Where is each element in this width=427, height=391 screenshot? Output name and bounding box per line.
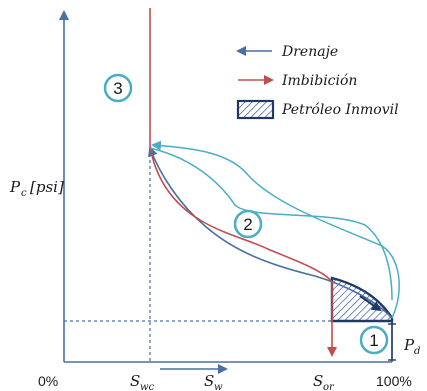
drainage-arrow-head [359,295,382,312]
y-axis-label: P c [psi] [9,178,64,199]
legend-imbibition-label: Imbibición [281,73,357,89]
pd-bracket [388,322,396,361]
sor-label-main: S [313,372,323,390]
y-label-unit: [psi] [30,178,64,196]
pd-label-sub: d [414,346,420,357]
scanning-curve-upper [151,140,400,319]
sor-label-sub: or [323,382,335,391]
marker-2: 2 [233,209,263,239]
legend: Drenaje Imbibición Petróleo Inmovil [236,44,399,120]
guide-lines [64,148,392,362]
y-label-main: P [9,178,21,196]
pd-label-main: P [403,336,415,354]
legend-immobile-oil-label: Petróleo Inmovil [281,102,399,118]
y-label-sub: c [21,188,27,199]
pd-label: P d [403,336,420,357]
swc-label-main: S [130,372,140,390]
marker-3: 3 [103,73,133,103]
scanning-curve-lower [149,147,393,301]
legend-immobile-oil-swatch [236,99,275,120]
marker-1-label: 1 [369,331,378,350]
marker-3-label: 3 [113,79,122,98]
sw-label-sub: w [214,382,223,391]
sw-label-main: S [204,372,214,390]
marker-2-label: 2 [243,215,252,234]
x-axis-labels: 0% S wc S w S or 100% [38,372,412,391]
legend-drainage-label: Drenaje [281,44,338,60]
imbibition-curve [149,8,337,357]
swc-label-sub: wc [140,382,155,391]
x-tick-0: 0% [38,373,58,389]
x-tick-100: 100% [376,373,412,389]
drainage-curve [148,146,393,319]
marker-1: 1 [359,325,389,355]
immobile-oil-region [330,276,394,323]
